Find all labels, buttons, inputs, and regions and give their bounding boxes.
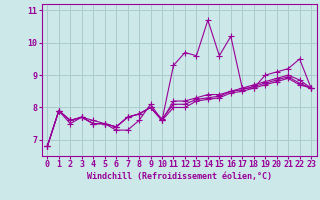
X-axis label: Windchill (Refroidissement éolien,°C): Windchill (Refroidissement éolien,°C) [87, 172, 272, 181]
